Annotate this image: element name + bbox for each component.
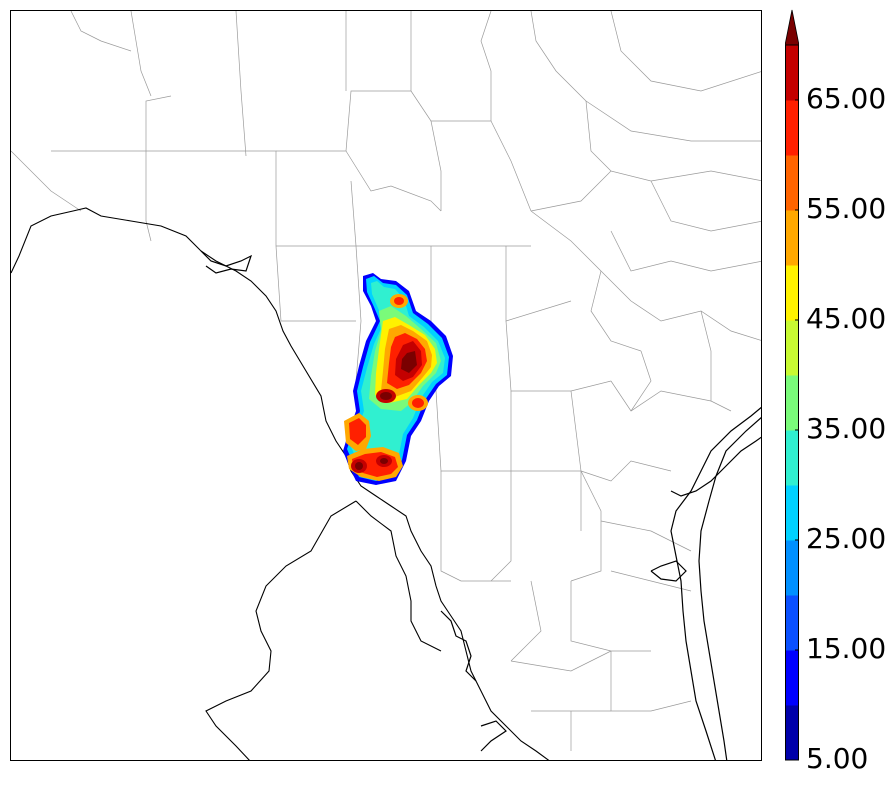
colorbar-segment (785, 320, 799, 376)
colorbar-tick-label: 55.00 (806, 192, 887, 225)
map-canvas (11, 11, 761, 760)
colorbar-extend-max (785, 9, 799, 46)
map-panel (10, 10, 762, 761)
colorbar-segment (785, 210, 799, 266)
international-border (11, 207, 550, 760)
county-boundaries (11, 11, 761, 751)
colorbar-tick-label: 5.00 (806, 742, 869, 775)
colorbar-tick-label: 45.00 (806, 302, 887, 335)
colorbar-tick-label: 35.00 (806, 412, 887, 445)
colorbar-tick-label: 15.00 (806, 632, 887, 665)
colorbar-segment (785, 100, 799, 156)
reflectivity-contours (343, 273, 453, 485)
colorbar-segment (785, 485, 799, 541)
gulf-coastline (200, 250, 761, 760)
colorbar-segment (785, 540, 799, 596)
colorbar-tick-label: 25.00 (806, 522, 887, 555)
colorbar-segment (785, 45, 799, 101)
colorbar-segment (785, 430, 799, 486)
colorbar (785, 9, 799, 761)
colorbar-tick-label: 65.00 (806, 82, 887, 115)
colorbar-segment (785, 265, 799, 321)
colorbar-segment (785, 595, 799, 651)
colorbar-segment (785, 705, 799, 761)
colorbar-segment (785, 375, 799, 431)
colorbar-segment (785, 155, 799, 211)
colorbar-outline (785, 44, 799, 761)
colorbar-segment (785, 650, 799, 706)
